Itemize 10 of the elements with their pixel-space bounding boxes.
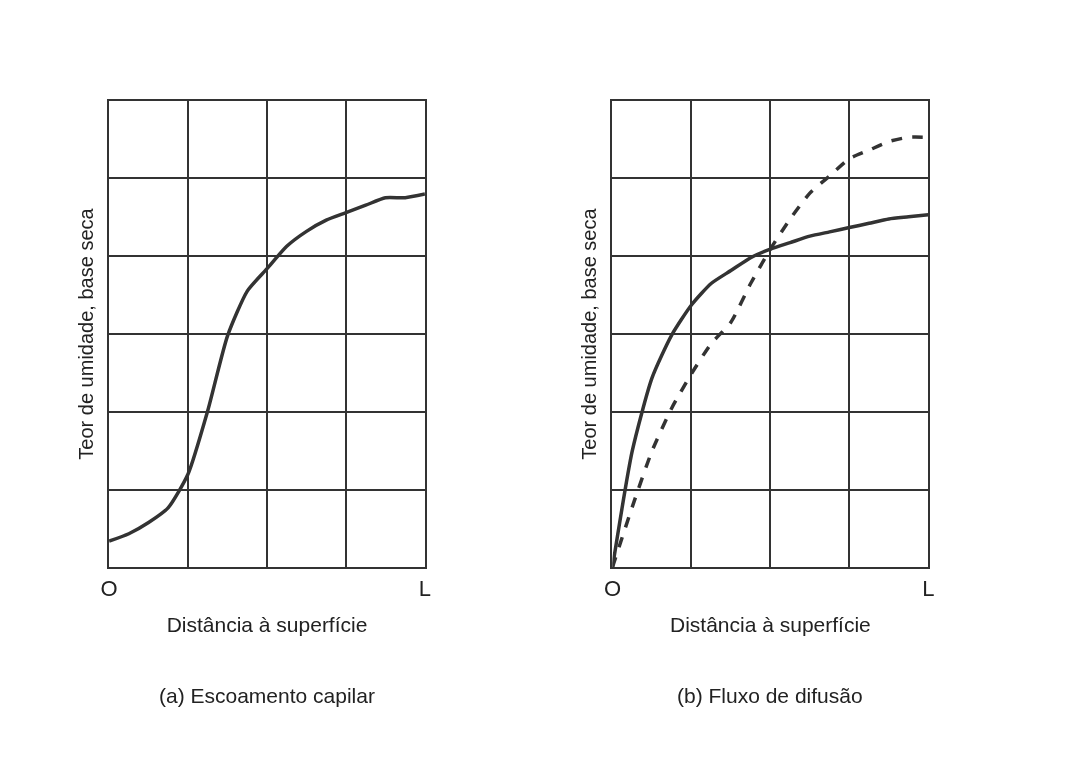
x-tick-label: O bbox=[100, 575, 118, 601]
x-axis-title: Distância à superfície bbox=[166, 613, 368, 637]
text: (a) Escoamento capilar bbox=[159, 684, 375, 707]
x-tick-label: L bbox=[418, 575, 432, 601]
text: (b) Fluxo de difusão bbox=[677, 684, 863, 707]
x-axis-title: Distância à superfície bbox=[670, 613, 871, 637]
x-tick-label: O bbox=[603, 575, 622, 601]
y-axis-title: Teor de umidade, base seca bbox=[578, 207, 601, 460]
y-axis-title: Teor de umidade, base seca bbox=[75, 207, 98, 460]
x-tick-label: L bbox=[922, 575, 935, 601]
